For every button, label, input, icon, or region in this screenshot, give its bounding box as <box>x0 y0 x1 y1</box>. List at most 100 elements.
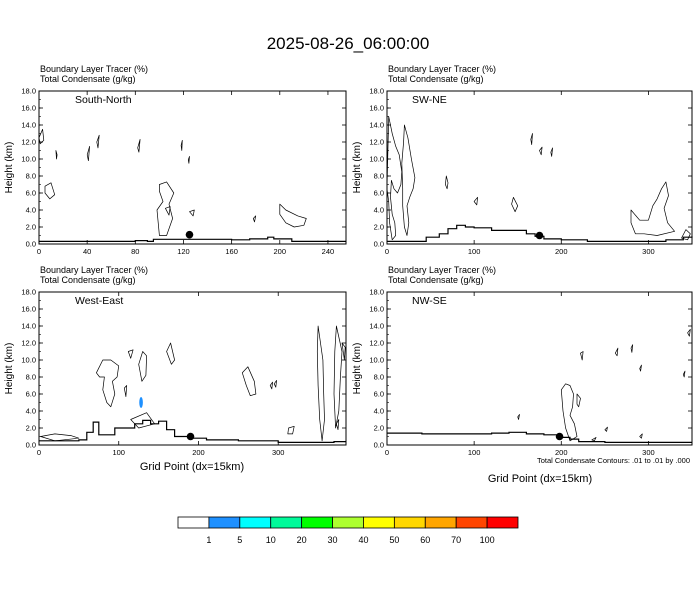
y-tick-label: 2.0 <box>374 223 384 232</box>
y-tick-label: 4.0 <box>26 407 36 416</box>
colorbar-label: 60 <box>420 535 430 545</box>
panel-subtitle-tracer: Boundary Layer Tracer (%) <box>388 265 496 275</box>
x-tick-label: 300 <box>272 448 285 457</box>
panel-south-north: Boundary Layer Tracer (%)Total Condensat… <box>4 64 347 256</box>
colorbar-swatch <box>332 516 364 529</box>
x-tick-label: 120 <box>177 247 190 256</box>
y-axis-label: Height (km) <box>4 343 15 395</box>
panel-nw-se: Boundary Layer Tracer (%)Total Condensat… <box>352 265 693 457</box>
y-tick-label: 8.0 <box>374 172 384 181</box>
y-tick-label: 2.0 <box>26 424 36 433</box>
cross-section-name: NW-SE <box>412 295 447 307</box>
y-tick-label: 10.0 <box>369 155 384 164</box>
condensate-contour <box>40 433 80 442</box>
site-marker <box>555 432 564 441</box>
y-tick-label: 14.0 <box>21 121 36 130</box>
y-tick-label: 2.0 <box>374 424 384 433</box>
condensate-contour <box>166 342 175 365</box>
panel-subtitle-condensate: Total Condensate (g/kg) <box>40 275 136 285</box>
colorbar-swatch <box>177 516 210 529</box>
x-tick-label: 200 <box>192 448 205 457</box>
colorbar-swatch <box>270 516 303 529</box>
panels: Boundary Layer Tracer (%)Total Condensat… <box>4 64 693 457</box>
plot-frame <box>386 90 693 245</box>
y-tick-label: 14.0 <box>369 121 384 130</box>
terrain-line <box>387 224 693 242</box>
x-tick-label: 160 <box>225 247 238 256</box>
condensate-contour <box>530 133 533 145</box>
y-tick-label: 6.0 <box>26 189 36 198</box>
condensate-contour <box>630 344 634 353</box>
plot-frame <box>386 291 693 446</box>
x-tick-label: 100 <box>112 448 125 457</box>
cross-section-name: West-East <box>75 295 123 307</box>
condensate-contour <box>189 209 195 217</box>
cross-section-name: South-North <box>75 94 132 106</box>
y-tick-label: 18.0 <box>369 288 384 297</box>
colorbar-label: 10 <box>266 535 276 545</box>
condensate-contour <box>86 145 90 162</box>
condensate-contour <box>252 215 257 223</box>
condensate-contour <box>539 146 543 156</box>
y-tick-label: 14.0 <box>369 322 384 331</box>
condensate-contour <box>341 342 346 361</box>
y-axis-label: Height (km) <box>352 142 363 194</box>
condensate-contour <box>511 196 519 213</box>
condensate-contour <box>591 437 597 442</box>
condensate-contour <box>287 425 295 435</box>
plot-frame <box>38 90 347 245</box>
y-tick-label: 18.0 <box>21 87 36 96</box>
panel-subtitle-condensate: Total Condensate (g/kg) <box>388 74 484 84</box>
condensate-contour <box>576 393 581 408</box>
colorbar-label: 5 <box>237 535 242 545</box>
panel-subtitle-tracer: Boundary Layer Tracer (%) <box>40 265 148 275</box>
y-tick-label: 8.0 <box>26 172 36 181</box>
y-tick-label: 4.0 <box>26 206 36 215</box>
condensate-contour <box>38 128 45 145</box>
condensate-contour <box>269 381 273 390</box>
condensate-contour <box>630 181 675 236</box>
condensate-contour <box>187 156 190 164</box>
condensate-contour <box>445 175 449 190</box>
y-tick-label: 18.0 <box>369 87 384 96</box>
terrain-line <box>39 236 346 242</box>
y-tick-label: 16.0 <box>369 305 384 314</box>
y-tick-label: 4.0 <box>374 206 384 215</box>
condensate-contour <box>517 414 520 420</box>
condensate-contour <box>386 116 403 241</box>
panel-west-east: Boundary Layer Tracer (%)Total Condensat… <box>4 265 347 457</box>
colorbar-swatch <box>486 516 519 529</box>
footnote: Total Condensate Contours: .01 to .01 by… <box>537 456 690 465</box>
condensate-contour <box>55 150 58 160</box>
condensate-contour <box>336 419 340 431</box>
xlabel-right: Grid Point (dx=15km) <box>488 473 592 485</box>
x-tick-label: 200 <box>555 247 568 256</box>
panel-subtitle-tracer: Boundary Layer Tracer (%) <box>388 64 496 74</box>
condensate-contour <box>165 206 171 216</box>
condensate-contour <box>580 351 584 361</box>
y-tick-label: 18.0 <box>21 288 36 297</box>
condensate-contour <box>614 347 619 357</box>
cross-section-name: SW-NE <box>412 94 447 106</box>
condensate-contour <box>604 426 608 432</box>
y-tick-label: 10.0 <box>21 155 36 164</box>
colorbar-label: 30 <box>328 535 338 545</box>
condensate-contour <box>130 412 155 429</box>
tracer-blob <box>139 397 143 408</box>
condensate-contour <box>273 380 277 388</box>
terrain-line <box>387 431 692 443</box>
condensate-contour <box>681 229 691 241</box>
y-tick-label: 16.0 <box>21 305 36 314</box>
y-tick-label: 8.0 <box>374 373 384 382</box>
colorbar-swatch <box>301 516 333 529</box>
colorbar-swatch <box>363 516 395 529</box>
condensate-contour <box>137 139 141 153</box>
condensate-contour <box>156 181 175 236</box>
x-tick-label: 100 <box>468 448 481 457</box>
y-tick-label: 14.0 <box>21 322 36 331</box>
x-tick-label: 0 <box>37 448 41 457</box>
panel-subtitle-tracer: Boundary Layer Tracer (%) <box>40 64 148 74</box>
colorbar: 1 5 10 20 30 40 50 60 70 100 <box>177 516 519 545</box>
colorbar-label: 50 <box>389 535 399 545</box>
colorbar-label: 1 <box>206 535 211 545</box>
